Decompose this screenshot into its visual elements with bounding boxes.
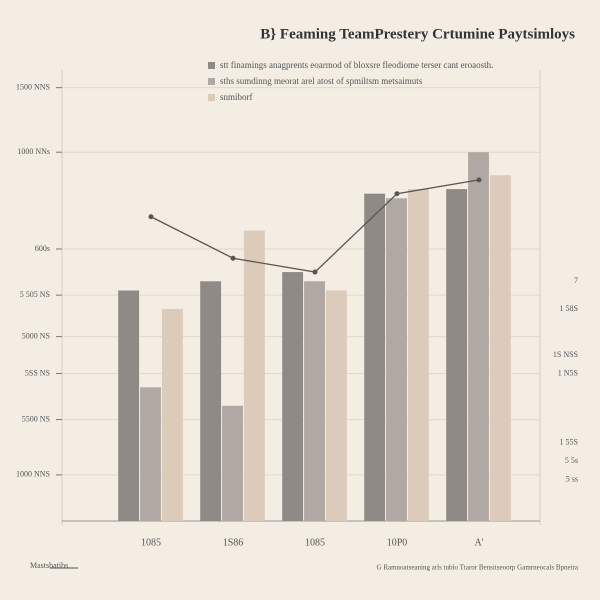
legend-swatch	[208, 94, 215, 101]
footer-right: G Ramnoatseaning arls tublo Ttaror Bensi…	[377, 564, 579, 572]
bar	[161, 308, 183, 521]
bar	[118, 290, 140, 521]
y-tick-label: 5 505 NS	[20, 290, 50, 299]
y-tick-label: 1500 NNS	[16, 82, 50, 91]
x-tick-label: A'	[474, 537, 483, 548]
trend-line	[150, 179, 480, 273]
trend-point	[230, 255, 236, 261]
bar	[304, 281, 325, 521]
bar	[407, 189, 429, 521]
trend-point	[148, 214, 154, 220]
bar	[489, 175, 511, 521]
x-tick-label: 1S86	[223, 537, 244, 548]
legend-label: sths sumdinng meorat arel atost of spmil…	[220, 76, 423, 86]
y-tick-label: 5SS NS	[25, 368, 50, 377]
trend-point	[476, 177, 482, 183]
y2-tick-label: 1 N5S	[558, 368, 578, 377]
y-tick-label: 5000 NS	[22, 331, 50, 340]
bar	[325, 290, 347, 521]
legend-swatch	[208, 78, 215, 85]
y-tick-label: 5500 NS	[22, 414, 50, 423]
x-tick-label: 1085	[141, 537, 161, 548]
legend-label: snmiborf	[220, 92, 253, 102]
y2-tick-label: 1 55S	[560, 437, 578, 446]
bar	[140, 387, 161, 521]
y-tick-label: 1000 NNs	[17, 147, 50, 156]
bar	[282, 272, 304, 521]
legend-swatch	[208, 62, 215, 69]
legend-label: stt finamings anagprents eoarmod of blox…	[220, 60, 493, 70]
y-tick-label: 1000 NNS	[16, 470, 50, 479]
x-tick-label: 10P0	[387, 537, 408, 548]
trend-point	[312, 269, 318, 275]
bar	[468, 152, 489, 521]
bar	[364, 193, 386, 521]
y2-tick-label: 1 58S	[560, 304, 578, 313]
x-tick-label: 1085	[305, 537, 325, 548]
bar	[200, 281, 222, 521]
trend-point	[394, 191, 400, 197]
footer-left: Mastsbatibs	[30, 561, 68, 570]
y2-tick-label: 1S NSS	[553, 350, 578, 359]
bar	[222, 405, 243, 521]
chart-title: B} Feaming TeamPrestery Crtumine Paytsim…	[260, 26, 575, 42]
y2-tick-label: 5 ss	[566, 474, 578, 483]
y-tick-label: 600s	[35, 244, 50, 253]
bar	[446, 189, 468, 521]
bar	[386, 198, 407, 522]
y2-tick-label: 5 5s	[565, 456, 578, 465]
y2-tick-label: 7	[574, 276, 578, 285]
bar	[243, 230, 265, 521]
